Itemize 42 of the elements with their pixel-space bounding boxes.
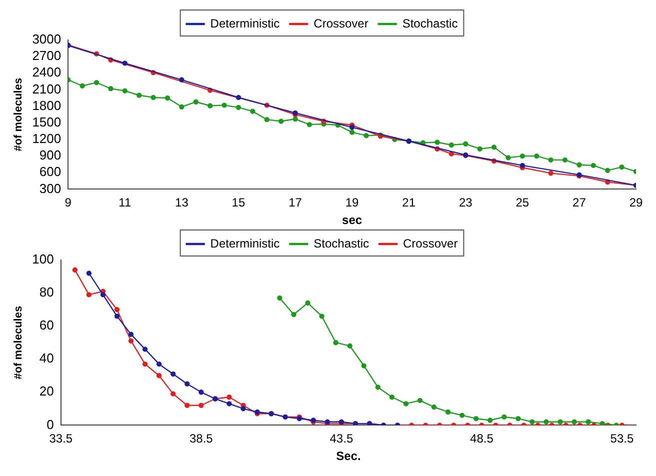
x-tick-label: 53.5 (610, 432, 634, 446)
y-tick-label: 300 (39, 180, 62, 196)
y-tick-label: 20 (39, 384, 54, 399)
x-axis-title: sec (342, 213, 362, 228)
x-tick-label: 27 (572, 196, 586, 210)
legend-label: Stochastic (314, 236, 370, 250)
legend-label: Crossover (403, 236, 458, 250)
x-tick-label: 29 (629, 196, 643, 210)
x-tick-label: 38.5 (189, 432, 214, 446)
x-axis-title: Sec. (336, 449, 361, 464)
legend-label: Deterministic (210, 236, 280, 250)
y-tick-label: 1500 (32, 114, 62, 130)
x-tick-label: 25 (516, 196, 530, 210)
y-tick-label: 3000 (32, 32, 62, 47)
y-tick-label: 900 (39, 148, 62, 163)
y-tick-label: 1800 (32, 98, 62, 113)
y-tick-label: 2100 (32, 81, 62, 96)
y-axis-title: #of molecules (12, 306, 25, 380)
y-tick-label: 1200 (32, 131, 62, 146)
x-tick-label: 33.5 (49, 432, 73, 446)
x-tick-label: 43.5 (330, 432, 354, 446)
legend-label: Deterministic (210, 16, 280, 30)
x-tick-label: 21 (402, 196, 416, 210)
y-tick-label: 40 (39, 350, 54, 366)
x-tick-label: 13 (175, 196, 189, 210)
y-tick-label: 2400 (32, 64, 62, 80)
legend-label: Stochastic (402, 16, 458, 30)
y-tick-label: 100 (32, 252, 54, 267)
legend-label: Crossover (314, 16, 368, 30)
y-tick-label: 0 (46, 416, 54, 432)
y-tick-label: 2700 (32, 48, 62, 64)
x-tick-label: 19 (345, 196, 360, 210)
x-tick-label: 9 (64, 196, 72, 210)
y-tick-label: 60 (39, 318, 54, 333)
x-tick-label: 17 (288, 196, 302, 210)
x-tick-label: 15 (232, 196, 246, 210)
y-tick-label: 80 (39, 284, 54, 300)
x-tick-label: 48.5 (470, 432, 494, 446)
x-tick-label: 11 (118, 196, 132, 210)
y-tick-label: 600 (39, 164, 62, 180)
x-tick-label: 23 (458, 196, 473, 210)
y-axis-title: #of molecules (12, 78, 25, 152)
